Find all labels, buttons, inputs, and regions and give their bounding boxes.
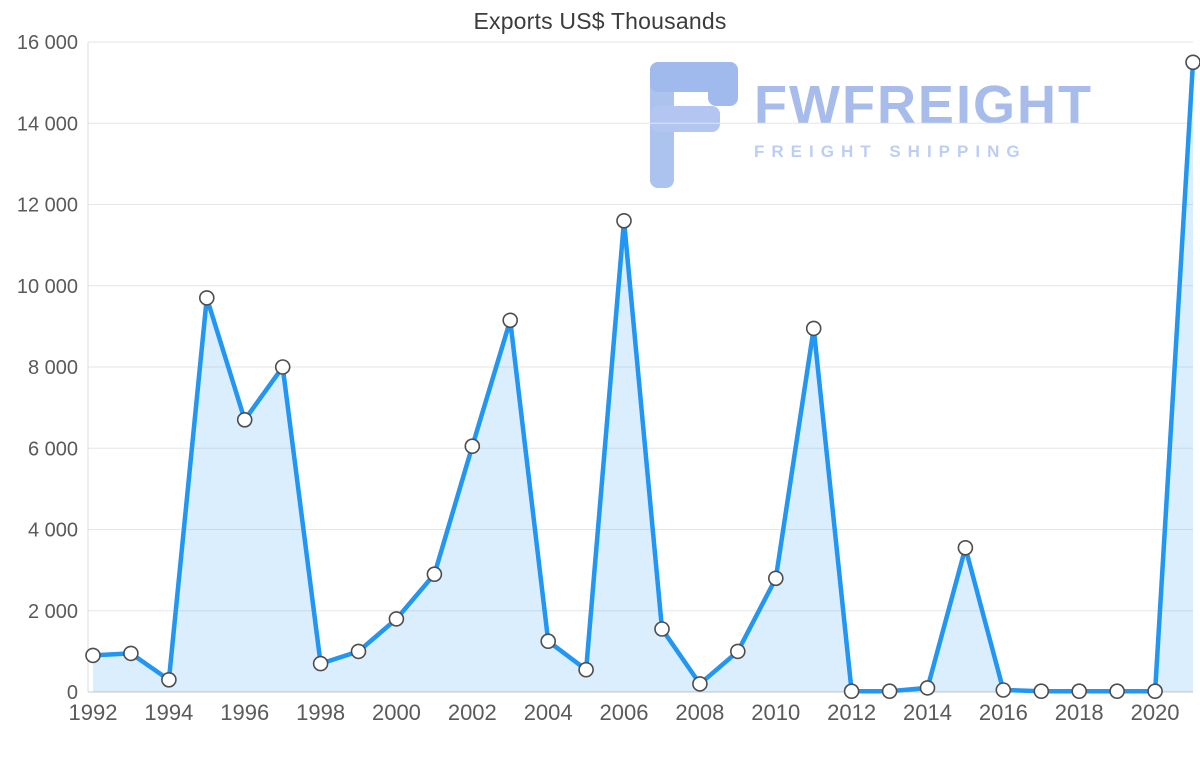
data-point-marker[interactable] xyxy=(578,661,594,678)
y-axis-tick-label: 8 000 xyxy=(28,357,78,379)
data-point-marker[interactable] xyxy=(464,438,481,455)
x-axis-tick-label: 2012 xyxy=(827,700,876,725)
x-axis-tick-label: 1992 xyxy=(69,700,118,725)
data-point-marker[interactable] xyxy=(236,411,253,428)
data-point-marker[interactable] xyxy=(1033,683,1050,700)
y-axis-tick-label: 16 000 xyxy=(17,32,78,54)
data-point-marker[interactable] xyxy=(1147,683,1163,700)
data-point-marker[interactable] xyxy=(1185,54,1200,71)
data-point-marker[interactable] xyxy=(502,312,519,329)
data-point-marker[interactable] xyxy=(199,290,215,306)
x-axis-tick-label: 2014 xyxy=(903,700,952,725)
x-axis-tick-label: 2004 xyxy=(524,700,573,725)
x-axis-tick-label: 2020 xyxy=(1131,700,1180,725)
y-axis-tick-label: 6 000 xyxy=(28,438,78,460)
x-axis-tick-label: 2008 xyxy=(675,700,724,725)
data-point-marker[interactable] xyxy=(805,320,822,337)
y-axis-tick-label: 4 000 xyxy=(28,520,78,542)
data-point-marker[interactable] xyxy=(881,683,898,700)
x-axis-tick-label: 2018 xyxy=(1055,700,1104,725)
data-point-marker[interactable] xyxy=(85,647,101,664)
data-point-marker[interactable] xyxy=(123,645,139,662)
y-axis-tick-label: 12 000 xyxy=(17,195,78,217)
data-point-marker[interactable] xyxy=(767,570,784,587)
data-point-marker[interactable] xyxy=(161,671,177,688)
x-axis-tick-label: 1998 xyxy=(296,700,345,725)
series-area-fill xyxy=(93,62,1193,693)
x-axis-tick-label: 1994 xyxy=(144,700,193,725)
x-axis-tick-label: 2002 xyxy=(448,700,497,725)
y-axis-tick-label: 14 000 xyxy=(17,113,78,135)
data-point-marker[interactable] xyxy=(1109,683,1125,700)
x-axis-tick-label: 2010 xyxy=(751,700,800,725)
data-point-marker[interactable] xyxy=(843,683,860,700)
data-point-marker[interactable] xyxy=(957,539,974,556)
x-axis-tick-label: 2000 xyxy=(372,700,421,725)
data-point-marker[interactable] xyxy=(426,566,443,583)
y-axis-tick-label: 0 xyxy=(67,682,78,704)
data-point-marker[interactable] xyxy=(729,643,746,660)
data-point-marker[interactable] xyxy=(388,611,405,627)
data-point-marker[interactable] xyxy=(540,633,557,650)
y-axis-tick-label: 2 000 xyxy=(28,601,78,623)
chart-title: Exports US$ Thousands xyxy=(473,8,727,34)
x-axis-tick-label: 2006 xyxy=(600,700,649,725)
data-point-marker[interactable] xyxy=(654,621,670,637)
data-point-marker[interactable] xyxy=(350,643,367,660)
data-point-marker[interactable] xyxy=(274,359,291,375)
data-point-marker[interactable] xyxy=(312,655,329,672)
x-axis-tick-label: 2016 xyxy=(979,700,1028,725)
y-axis-tick-label: 10 000 xyxy=(17,276,78,298)
data-point-marker[interactable] xyxy=(919,680,936,696)
data-point-marker[interactable] xyxy=(1071,683,1087,700)
data-point-marker[interactable] xyxy=(692,676,708,692)
x-axis-tick-label: 1996 xyxy=(220,700,269,725)
data-point-marker[interactable] xyxy=(616,213,632,229)
data-point-marker[interactable] xyxy=(995,682,1012,698)
